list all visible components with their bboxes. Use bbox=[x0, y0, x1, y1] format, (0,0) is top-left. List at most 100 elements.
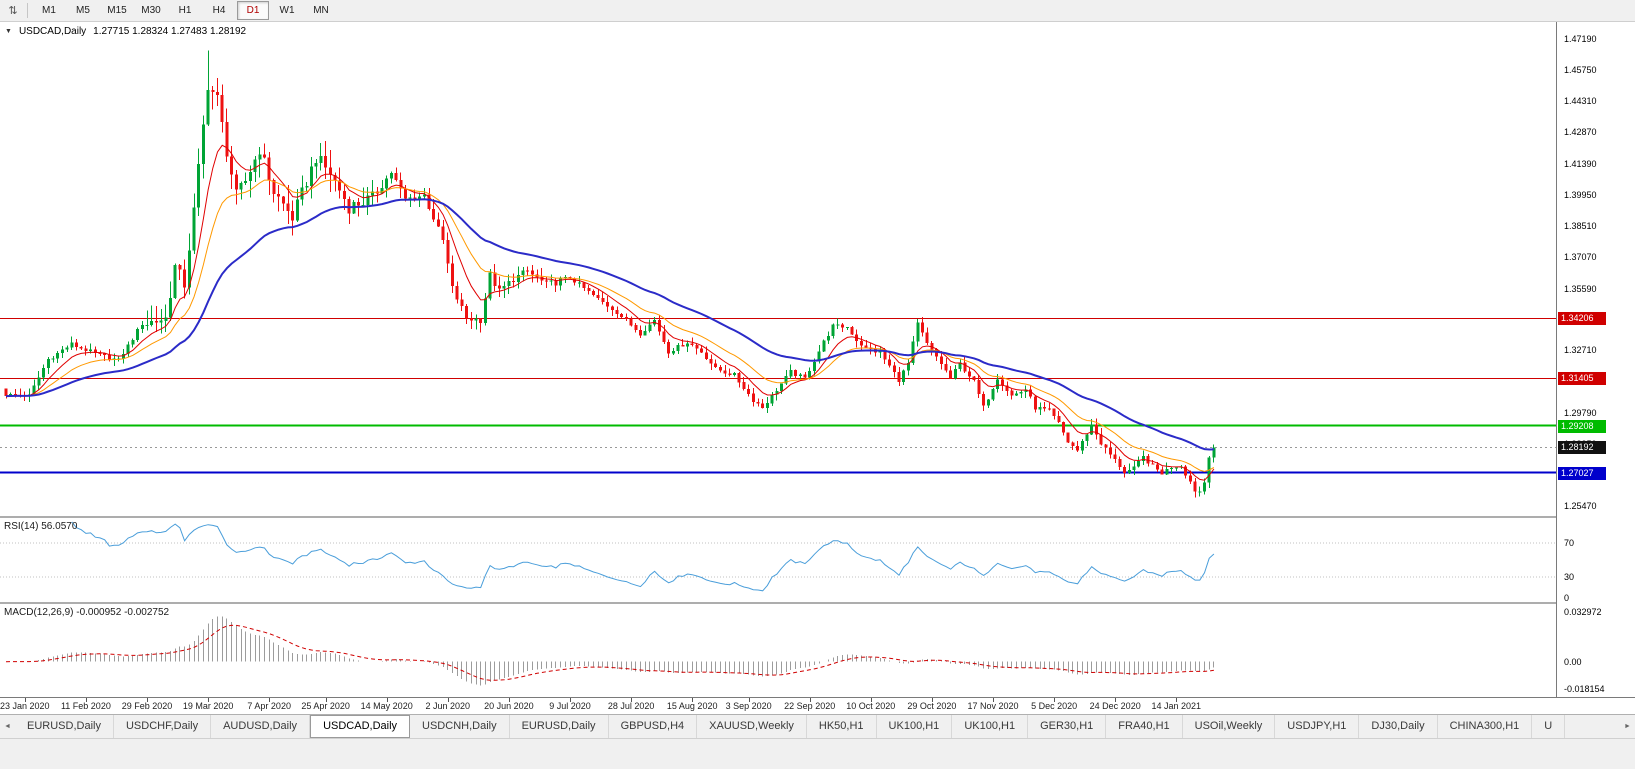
toolbar: ⇅ M1 M5 M15 M30 H1 H4 D1 W1 MN bbox=[0, 0, 1635, 22]
time-axis-label: 29 Feb 2020 bbox=[121, 701, 173, 711]
time-axis-label: 22 Sep 2020 bbox=[784, 701, 836, 711]
chart-tab-uk100-h1[interactable]: UK100,H1 bbox=[877, 715, 953, 738]
chart-tab-u[interactable]: U bbox=[1532, 715, 1566, 738]
time-axis-tick bbox=[269, 698, 271, 702]
timeframe-button-m1[interactable]: M1 bbox=[42, 5, 56, 16]
time-axis-label: 2 Jun 2020 bbox=[425, 701, 471, 711]
rsi-level-label: 30 bbox=[1564, 571, 1575, 582]
timeframe-button-d1[interactable]: D1 bbox=[237, 1, 269, 20]
time-axis-tick bbox=[386, 698, 388, 702]
time-axis-label: 19 Mar 2020 bbox=[182, 701, 234, 711]
price-line-tag-1.29208: 1.29208 bbox=[1558, 419, 1606, 433]
time-axis-label: 20 Jun 2020 bbox=[484, 701, 534, 711]
timeframe-button-m30[interactable]: M30 bbox=[141, 5, 161, 16]
pane-separator[interactable] bbox=[0, 516, 1635, 518]
time-axis-label: 14 May 2020 bbox=[360, 701, 413, 711]
macd-canvas[interactable] bbox=[0, 604, 1556, 697]
toolbar-separator bbox=[27, 3, 28, 18]
price-line-tag-1.34206: 1.34206 bbox=[1558, 312, 1606, 326]
time-axis-tick bbox=[631, 698, 633, 702]
price-tick-label: 1.37070 bbox=[1564, 251, 1597, 262]
time-axis-label: 3 Sep 2020 bbox=[725, 701, 772, 711]
price-scale-icon[interactable]: ⇅ bbox=[8, 5, 18, 17]
time-axis-label: 14 Jan 2021 bbox=[1151, 701, 1202, 711]
chart-tab-usdchf-daily[interactable]: USDCHF,Daily bbox=[114, 715, 212, 738]
time-axis-tick bbox=[809, 698, 811, 702]
time-axis-label: 11 Feb 2020 bbox=[60, 701, 111, 711]
price-line-tag-1.27027: 1.27027 bbox=[1558, 466, 1606, 480]
time-axis-tick bbox=[570, 698, 571, 702]
tab-scroll-left-button[interactable]: ◄ bbox=[4, 723, 11, 730]
time-axis-tick bbox=[993, 698, 994, 702]
price-tick-label: 1.47190 bbox=[1564, 34, 1597, 45]
chart-tab-eurusd-daily[interactable]: EURUSD,Daily bbox=[510, 715, 609, 738]
chart-tab-xauusd-weekly[interactable]: XAUUSD,Weekly bbox=[697, 715, 807, 738]
time-axis-tick bbox=[147, 698, 148, 702]
time-axis-tick bbox=[24, 698, 26, 702]
time-axis-border bbox=[0, 697, 1635, 698]
chart-tab-eurusd-daily[interactable]: EURUSD,Daily bbox=[15, 715, 114, 738]
macd-level-label: 0.032972 bbox=[1564, 607, 1602, 617]
price-tick-label: 1.42870 bbox=[1564, 127, 1597, 138]
tab-scroll-right-button[interactable]: ► bbox=[1624, 723, 1631, 730]
price-line-tag-1.31405: 1.31405 bbox=[1558, 372, 1606, 386]
chart-tab-gbpusd-h4[interactable]: GBPUSD,H4 bbox=[609, 715, 698, 738]
time-axis-tick bbox=[325, 698, 327, 702]
time-axis-tick bbox=[748, 698, 750, 702]
current-price-tag: 1.28192 bbox=[1558, 441, 1606, 455]
chart-tab-dj30-daily[interactable]: DJ30,Daily bbox=[1359, 715, 1438, 738]
time-axis-label: 24 Dec 2020 bbox=[1089, 701, 1141, 711]
chart-tab-usdcnh-daily[interactable]: USDCNH,Daily bbox=[410, 715, 510, 738]
price-tick-label: 1.39950 bbox=[1564, 189, 1597, 200]
time-axis-tick bbox=[508, 698, 510, 702]
time-axis-tick bbox=[208, 698, 210, 702]
time-axis-tick bbox=[1054, 698, 1056, 702]
time-axis-label: 28 Jul 2020 bbox=[607, 701, 655, 711]
time-axis-label: 9 Jul 2020 bbox=[549, 701, 591, 711]
price-chart-canvas[interactable] bbox=[0, 22, 1556, 516]
timeframe-button-h1[interactable]: H1 bbox=[178, 5, 192, 16]
chart-tab-ger30-h1[interactable]: GER30,H1 bbox=[1028, 715, 1107, 738]
chart-tab-audusd-daily[interactable]: AUDUSD,Daily bbox=[211, 715, 311, 738]
timeframe-button-h4[interactable]: H4 bbox=[212, 5, 226, 16]
time-axis-tick bbox=[1176, 698, 1178, 702]
macd-level-label: 0.00 bbox=[1564, 656, 1582, 667]
timeframe-button-w1[interactable]: W1 bbox=[279, 5, 295, 16]
chart-symbol-label: USDCAD,Daily bbox=[18, 26, 87, 37]
macd-level-label: -0.018154 bbox=[1564, 684, 1605, 694]
chart-tab-usoil-weekly[interactable]: USOil,Weekly bbox=[1183, 715, 1276, 738]
time-axis-tick bbox=[447, 698, 449, 702]
time-axis-tick bbox=[1115, 698, 1117, 702]
price-axis[interactable]: 1.47190 1.45750 1.44310 1.42870 1.41390 1.399… bbox=[1556, 22, 1635, 697]
price-tick-label: 1.29790 bbox=[1564, 408, 1597, 419]
time-axis-label: 25 Apr 2020 bbox=[301, 701, 350, 711]
time-axis-label: 29 Oct 2020 bbox=[907, 701, 957, 711]
rsi-label: RSI(14) 56.0570 bbox=[4, 521, 78, 532]
chart-tab-uk100-h1[interactable]: UK100,H1 bbox=[952, 715, 1029, 738]
chart-tab-usdcad-daily[interactable]: USDCAD,Daily bbox=[310, 715, 411, 738]
time-axis-label: 10 Oct 2020 bbox=[846, 701, 896, 711]
time-axis-tick bbox=[931, 698, 933, 702]
chart-tab-hk50-h1[interactable]: HK50,H1 bbox=[807, 715, 877, 738]
time-axis-tick bbox=[870, 698, 872, 702]
time-axis-label: 17 Nov 2020 bbox=[967, 701, 1019, 711]
timeframe-button-mn[interactable]: MN bbox=[313, 5, 329, 16]
price-tick-label: 1.35590 bbox=[1564, 283, 1597, 294]
time-axis-label: 23 Jan 2020 bbox=[0, 701, 50, 711]
time-axis[interactable]: 23 Jan 2020 11 Feb 2020 29 Feb 2020 19 Mar … bbox=[0, 698, 1556, 714]
chart-title: ▼ USDCAD,Daily 1.27715 1.28324 1.27483 1… bbox=[5, 26, 246, 37]
price-tick-label: 1.44310 bbox=[1564, 96, 1597, 107]
chart-tab-china300-h1[interactable]: CHINA300,H1 bbox=[1438, 715, 1533, 738]
chart-tab-usdjpy-h1[interactable]: USDJPY,H1 bbox=[1275, 715, 1360, 738]
rsi-canvas[interactable] bbox=[0, 518, 1556, 602]
price-tick-label: 1.38510 bbox=[1564, 220, 1597, 231]
chart-tab-fra40-h1[interactable]: FRA40,H1 bbox=[1106, 715, 1183, 738]
timeframe-button-m15[interactable]: M15 bbox=[107, 5, 127, 16]
chart-marker-icon: ▼ bbox=[5, 28, 12, 35]
pane-separator[interactable] bbox=[0, 602, 1635, 604]
macd-label: MACD(12,26,9) -0.000952 -0.002752 bbox=[4, 607, 170, 618]
price-tick-label: 1.41390 bbox=[1564, 159, 1597, 169]
timeframe-button-m5[interactable]: M5 bbox=[76, 5, 90, 16]
chart-tabbar: ◄ EURUSD,Daily USDCHF,Daily AUDUSD,Daily US… bbox=[0, 714, 1635, 738]
